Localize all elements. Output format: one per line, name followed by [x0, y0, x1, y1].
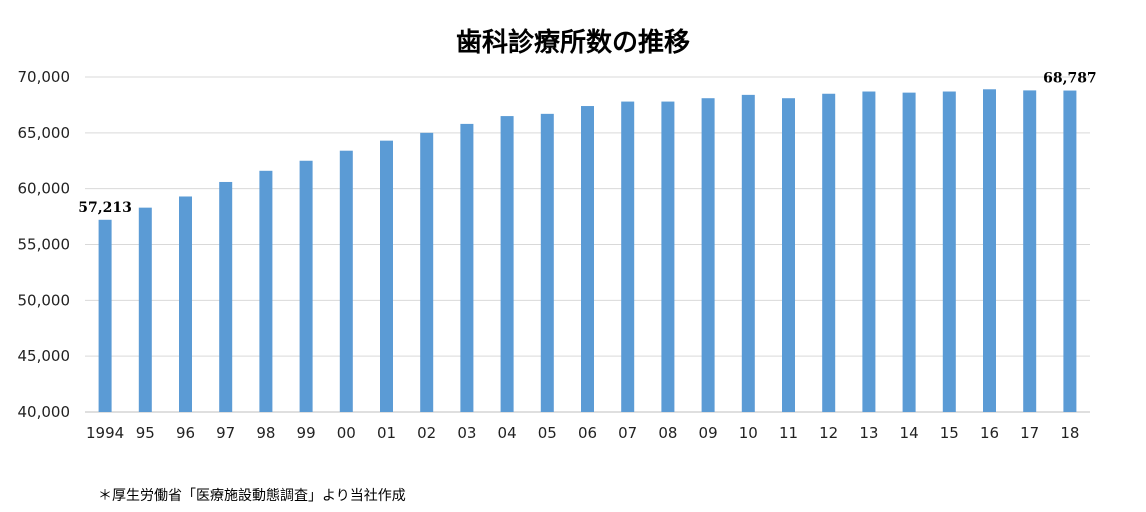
x-tick-label: 00 — [337, 424, 356, 442]
bar — [701, 98, 715, 412]
bar — [983, 89, 996, 413]
x-tick-label: 11 — [779, 424, 798, 442]
bar — [540, 113, 554, 412]
x-tick-label: 99 — [297, 424, 316, 442]
y-tick-label: 60,000 — [18, 180, 71, 198]
bar — [339, 150, 353, 412]
y-tick-label: 40,000 — [18, 403, 71, 421]
x-tick-label: 17 — [1020, 424, 1039, 442]
bar — [1023, 90, 1037, 413]
x-tick-label: 10 — [739, 424, 758, 442]
x-tick-label: 05 — [538, 424, 557, 442]
bar — [862, 91, 876, 413]
x-tick-label: 13 — [859, 424, 878, 442]
bar — [420, 132, 434, 413]
x-tick-label: 95 — [136, 424, 155, 442]
bar — [138, 207, 152, 412]
bar — [822, 93, 836, 412]
bar — [782, 98, 795, 412]
bar — [741, 94, 755, 412]
bar — [500, 116, 514, 412]
chart-title: 歯科診療所数の推移 — [455, 28, 690, 58]
bar — [299, 160, 313, 412]
data-label: 57,213 — [78, 200, 132, 216]
source-note: ＊厚生労働省「医療施設動態調査」より当社作成 — [98, 488, 406, 504]
bar — [902, 92, 916, 412]
bar — [1063, 90, 1077, 412]
x-tick-label: 15 — [940, 424, 959, 442]
bar-chart: 40,000 45,000 50,000 55,000 60,000 65,000 70,0… — [18, 68, 1097, 442]
bar — [460, 123, 474, 413]
bar — [179, 196, 192, 412]
x-tick-label: 03 — [457, 424, 476, 442]
bar — [661, 101, 675, 413]
bar — [621, 101, 635, 413]
y-tick-label: 50,000 — [18, 291, 71, 309]
x-tick-label: 09 — [699, 424, 718, 442]
x-tick-label: 18 — [1060, 424, 1079, 442]
bar — [259, 170, 273, 412]
x-tick-label: 04 — [498, 424, 517, 442]
x-tick-label: 07 — [618, 424, 637, 442]
x-tick-label: 14 — [900, 424, 919, 442]
y-tick-label: 70,000 — [18, 68, 71, 86]
x-tick-label: 01 — [377, 424, 396, 442]
y-tick-label: 45,000 — [18, 347, 71, 365]
x-tick-label: 96 — [176, 424, 195, 442]
x-tick-label: 12 — [819, 424, 838, 442]
y-tick-label: 65,000 — [18, 124, 71, 142]
x-tick-label: 1994 — [86, 424, 124, 442]
x-tick-label: 06 — [578, 424, 597, 442]
bar — [942, 91, 956, 413]
x-tick-label: 02 — [417, 424, 436, 442]
data-label: 68,787 — [1043, 71, 1097, 87]
x-tick-label: 97 — [216, 424, 235, 442]
bar — [219, 181, 233, 412]
y-tick-label: 55,000 — [18, 236, 71, 254]
bar — [581, 106, 594, 413]
bar — [98, 219, 112, 412]
x-tick-label: 08 — [658, 424, 677, 442]
bar — [380, 140, 393, 412]
x-tick-label: 16 — [980, 424, 999, 442]
x-tick-label: 98 — [256, 424, 275, 442]
